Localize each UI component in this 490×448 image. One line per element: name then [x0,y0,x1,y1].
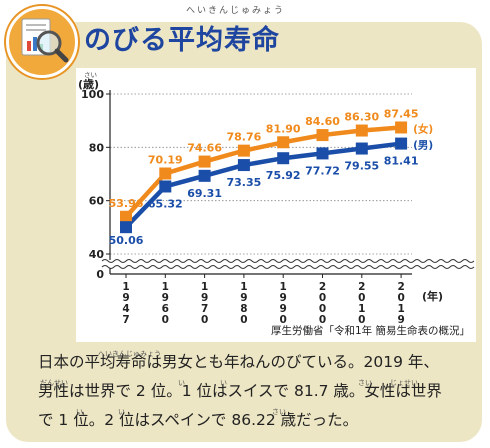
ruby-sai1: さい [358,379,372,387]
y-unit-ruby: さい [84,71,97,79]
ruby-i2: い [220,379,227,387]
data-point [355,142,368,155]
body-line-3: で 1 位。2 位はスペインで 86.22 歳だった。 [38,411,359,429]
article-body: へいきんじゅみょう だんせい い い さい じょせい い い さい 日本の平均寿… [38,348,482,435]
title-ruby: へいきんじゅみょう [186,6,286,16]
data-label: 81.90 [266,122,301,135]
data-label: 79.55 [344,160,379,173]
y-tick-label: 60 [89,195,105,208]
data-label: 65.32 [148,197,183,210]
ruby-dansei: だんせい [40,379,68,387]
data-label: 78.76 [227,131,262,144]
data-point [277,152,290,165]
data-point [198,169,211,182]
data-label: 87.45 [384,107,419,120]
data-label: 50.06 [109,234,144,247]
data-label: 84.60 [305,115,340,128]
data-point [316,129,329,142]
life-expectancy-chart: 100 80 60 40 0 さい(歳) 1 9 4 7 1 9 6 0 1 9 7 0 1 9 8 0 1 9 9 0 2 0 0 0 2… [78,71,475,337]
body-line-1: 日本の平均寿命は男女とも年ねんのびている。2019 年、 [38,353,439,371]
series-line-female [124,125,402,219]
y-tick-label: 100 [81,88,104,101]
data-point [120,221,132,234]
data-label: 81.41 [384,155,419,168]
data-point [355,124,368,137]
axis-break-gap [100,260,470,268]
data-label: 70.19 [148,153,183,166]
source-note: 厚生労働省「令和1年 簡易生命表の概況」 [271,324,470,337]
x-unit-label: (年) [422,289,443,303]
ruby-josei: じょせい [390,379,418,387]
chart-panel: 100 80 60 40 0 さい (歳) 1 9 4 7 1 9 6 0 1 9 7 0 1 9 8 0 1 9 9 0 2 0 0 0 2… [76,68,476,342]
data-point [198,155,211,168]
data-point [159,167,172,180]
axis-break-line [101,265,475,269]
series-name-label: (男) [413,140,433,152]
data-label: 86.30 [344,111,379,124]
y-tick-label: 0 [96,268,104,281]
data-label: 73.35 [227,176,262,189]
data-label: 69.31 [187,187,222,200]
data-label: 53.96 [109,197,144,210]
data-point [316,147,329,160]
data-label: 77.72 [305,164,340,177]
data-label: 75.92 [266,169,301,182]
ruby-i4: い [118,408,125,416]
data-label: 74.66 [187,142,222,155]
series-name-label: (女) [413,122,433,135]
page-title: のびる平均寿命 [84,25,280,56]
y-tick-label: 40 [89,248,105,261]
data-point [237,159,250,172]
body-line-2: 男性は世界で 2 位。1 位はスイスで 81.7 歳。女性は世界 [38,382,442,400]
axis-break-line [101,259,475,263]
series-line-male [124,141,402,229]
y-tick-label: 80 [89,141,105,154]
data-point [120,210,132,223]
ruby-heikin: へいきんじゅみょう [98,350,161,358]
magnifier-icon [21,18,69,63]
data-point [395,137,408,150]
ruby-sai2: さい [272,408,286,416]
ruby-i3: い [76,408,83,416]
data-point [159,180,172,193]
ruby-i1: い [178,379,185,387]
y-unit-label: (歳) [78,77,99,91]
data-point [237,144,250,157]
data-point [395,121,408,134]
data-point [277,136,290,149]
magnifier-chart-icon [6,6,78,78]
